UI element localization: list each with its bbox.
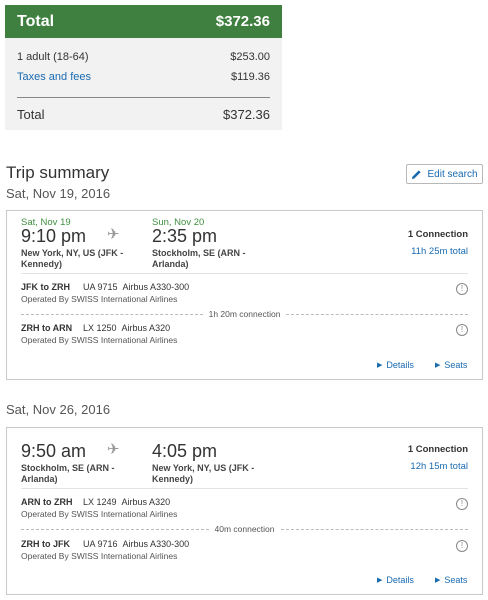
price-total-label: Total bbox=[17, 107, 45, 122]
total-duration: 11h 25m total bbox=[411, 246, 468, 257]
total-duration: 12h 15m total bbox=[410, 461, 468, 472]
seats-link[interactable]: ▶ Seats bbox=[435, 360, 467, 370]
segment-route: ARN to ZRH bbox=[21, 497, 73, 507]
flight-number: LX 1249 bbox=[83, 497, 117, 507]
arrive-city: New York, NY, US (JFK - Kennedy) bbox=[152, 463, 254, 485]
flight-number: UA 9716 bbox=[83, 539, 118, 549]
layover-line: 40m connection bbox=[21, 524, 469, 534]
arrive-time: 2:35 pm bbox=[152, 226, 218, 246]
depart-date: Sat, Nov 19 bbox=[21, 217, 71, 228]
aircraft: Airbus A330-300 bbox=[122, 282, 190, 292]
segment-flight: UA 9715 Airbus A330-300 bbox=[83, 282, 189, 292]
details-link[interactable]: ▶ Details bbox=[377, 575, 414, 585]
depart-city: Stockholm, SE (ARN - Arlanda) bbox=[21, 463, 115, 485]
info-icon[interactable]: ! bbox=[456, 283, 468, 295]
arrive-city-line2: Arlanda) bbox=[152, 259, 189, 269]
info-icon[interactable]: ! bbox=[456, 540, 468, 552]
aircraft: Airbus A320 bbox=[121, 497, 171, 507]
price-row-adult: 1 adult (18-64) $253.00 bbox=[17, 51, 270, 63]
arrive-city: Stockholm, SE (ARN - Arlanda) bbox=[152, 248, 246, 270]
segment-operator: Operated By SWISS International Airlines bbox=[21, 551, 178, 561]
trip-summary-title: Trip summary bbox=[6, 163, 110, 182]
details-label: Details bbox=[386, 575, 414, 585]
depart-city-line1: New York, NY, US (JFK - bbox=[21, 248, 124, 258]
depart-city-line2: Kennedy) bbox=[21, 259, 63, 269]
arrive-city-line1: Stockholm, SE (ARN - bbox=[152, 248, 246, 258]
flight-card-outbound: Sat, Nov 19 9:10 pm New York, NY, US (JF… bbox=[6, 210, 483, 380]
layover-duration: 40m connection bbox=[214, 524, 275, 534]
triangle-right-icon: ▶ bbox=[377, 577, 383, 584]
details-label: Details bbox=[386, 360, 414, 370]
price-total-row: Total $372.36 bbox=[17, 107, 270, 122]
connection-count: 1 Connection bbox=[407, 444, 468, 455]
flight-card-return: 9:50 am Stockholm, SE (ARN - Arlanda) ✈ … bbox=[6, 427, 483, 595]
taxes-and-fees-link[interactable]: Taxes and fees bbox=[17, 71, 91, 83]
segment-flight: UA 9716 Airbus A330-300 bbox=[83, 539, 189, 549]
airplane-icon: ✈ bbox=[107, 226, 120, 243]
pencil-icon bbox=[412, 169, 422, 179]
segment-operator: Operated By SWISS International Airlines bbox=[21, 509, 178, 519]
seats-link[interactable]: ▶ Seats bbox=[435, 575, 467, 585]
flight-number: UA 9715 bbox=[83, 282, 118, 292]
aircraft: Airbus A330-300 bbox=[122, 539, 190, 549]
arrive-city-line2: Kennedy) bbox=[152, 474, 194, 484]
triangle-right-icon: ▶ bbox=[435, 362, 441, 369]
price-total-value: $372.36 bbox=[223, 107, 270, 122]
depart-time: 9:50 am bbox=[21, 441, 87, 461]
aircraft: Airbus A320 bbox=[121, 323, 171, 333]
flight-number: LX 1250 bbox=[83, 323, 117, 333]
seats-label: Seats bbox=[444, 360, 468, 370]
depart-city: New York, NY, US (JFK - Kennedy) bbox=[21, 248, 123, 270]
price-row-value: $253.00 bbox=[230, 51, 270, 63]
price-summary-header: Total $372.36 bbox=[5, 5, 282, 38]
depart-city-line2: Arlanda) bbox=[21, 474, 58, 484]
seats-label: Seats bbox=[444, 575, 468, 585]
divider bbox=[21, 488, 468, 489]
triangle-right-icon: ▶ bbox=[377, 362, 383, 369]
edit-search-label: Edit search bbox=[427, 168, 478, 180]
return-date: Sat, Nov 26, 2016 bbox=[6, 402, 111, 417]
segment-route: ZRH to JFK bbox=[21, 539, 70, 549]
price-header-value: $372.36 bbox=[215, 13, 270, 30]
arrive-date: Sun, Nov 20 bbox=[152, 217, 205, 228]
triangle-right-icon: ▶ bbox=[435, 577, 441, 584]
segment-route: JFK to ZRH bbox=[21, 282, 70, 292]
segment-route: ZRH to ARN bbox=[21, 323, 73, 333]
price-row-label: 1 adult (18-64) bbox=[17, 51, 89, 63]
arrive-time: 4:05 pm bbox=[152, 441, 218, 461]
segment-flight: LX 1249 Airbus A320 bbox=[83, 497, 170, 507]
divider bbox=[21, 273, 468, 274]
price-divider bbox=[17, 97, 270, 98]
segment-operator: Operated By SWISS International Airlines bbox=[21, 294, 178, 304]
info-icon[interactable]: ! bbox=[456, 498, 468, 510]
airplane-icon: ✈ bbox=[107, 441, 120, 458]
connection-count: 1 Connection bbox=[407, 229, 468, 240]
layover-duration: 1h 20m connection bbox=[208, 309, 281, 319]
arrive-city-line1: New York, NY, US (JFK - bbox=[152, 463, 255, 473]
price-header-label: Total bbox=[17, 12, 55, 30]
edit-search-button[interactable]: Edit search bbox=[406, 164, 483, 184]
depart-city-line1: Stockholm, SE (ARN - bbox=[21, 463, 115, 473]
segment-operator: Operated By SWISS International Airlines bbox=[21, 335, 178, 345]
info-icon[interactable]: ! bbox=[456, 324, 468, 336]
price-summary: Total $372.36 1 adult (18-64) $253.00 Ta… bbox=[5, 5, 282, 130]
segment-flight: LX 1250 Airbus A320 bbox=[83, 323, 170, 333]
depart-time: 9:10 pm bbox=[21, 226, 87, 246]
outbound-date: Sat, Nov 19, 2016 bbox=[6, 186, 111, 201]
layover-line: 1h 20m connection bbox=[21, 309, 469, 319]
details-link[interactable]: ▶ Details bbox=[377, 360, 414, 370]
price-row-taxes: Taxes and fees $119.36 bbox=[17, 71, 270, 83]
price-row-value: $119.36 bbox=[231, 71, 270, 83]
